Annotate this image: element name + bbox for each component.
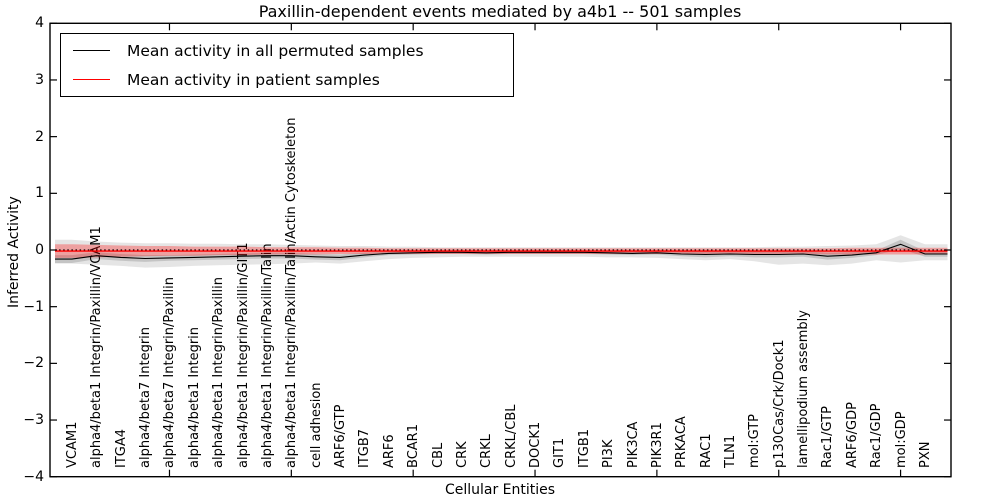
x-category-label: RAC1 bbox=[698, 433, 714, 468]
y-tick-label: 4 bbox=[35, 15, 44, 32]
x-category-label: alpha4/beta7 Integrin/Paxillin bbox=[162, 276, 178, 468]
x-category-label: TLN1 bbox=[722, 434, 738, 468]
x-category-label: cell adhesion bbox=[308, 382, 324, 468]
x-category-label: alpha4/beta1 Integrin/Paxillin/GIT1 bbox=[235, 242, 251, 468]
legend: Mean activity in all permuted samples Me… bbox=[60, 33, 514, 97]
y-tick-label: 3 bbox=[35, 71, 44, 88]
x-category-label: PIK3R1 bbox=[649, 422, 665, 468]
x-category-label: p130Cas/Crk/Dock1 bbox=[771, 339, 787, 468]
x-category-label: alpha4/beta1 Integrin bbox=[186, 326, 202, 468]
x-category-label: Rac1/GTP bbox=[820, 406, 836, 468]
x-category-label: PI3K bbox=[601, 439, 617, 468]
band-patient-range bbox=[55, 244, 948, 258]
y-tick-label: −1 bbox=[23, 298, 44, 315]
x-category-label: CBL bbox=[430, 442, 446, 468]
x-category-label: CRKL/CBL bbox=[503, 404, 519, 469]
legend-label-permuted: Mean activity in all permuted samples bbox=[127, 41, 424, 60]
x-category-label: CRK bbox=[454, 441, 470, 468]
x-category-label: alpha4/beta1 Integrin/Paxillin/Talin bbox=[259, 243, 275, 468]
patient-line-swatch bbox=[73, 79, 110, 80]
x-category-label: ARF6/GDP bbox=[844, 402, 860, 468]
x-category-label: GIT1 bbox=[552, 437, 568, 468]
x-category-label: ITGB7 bbox=[357, 428, 373, 468]
y-tick-label: −2 bbox=[23, 355, 44, 372]
y-tick-label: 1 bbox=[35, 185, 44, 202]
permuted-line-swatch bbox=[73, 50, 110, 51]
x-category-label: DOCK1 bbox=[528, 421, 544, 468]
x-category-label: ARF6/GTP bbox=[333, 404, 349, 468]
series-line-0 bbox=[55, 243, 948, 260]
y-tick-label: −4 bbox=[23, 468, 44, 485]
x-category-label: PRKACA bbox=[674, 416, 690, 468]
band-permuted-range-inner bbox=[55, 239, 948, 263]
y-tick-label: 2 bbox=[35, 128, 44, 145]
x-category-label: alpha4/beta1 Integrin/Paxillin/Talin/Act… bbox=[284, 117, 300, 468]
y-tick-label: 0 bbox=[35, 242, 44, 258]
x-category-label: ITGB1 bbox=[576, 428, 592, 468]
chart-title: Paxillin-dependent events mediated by a4… bbox=[258, 2, 742, 21]
legend-item-patient: Mean activity in patient samples bbox=[61, 65, 513, 94]
x-category-label: ARF6 bbox=[381, 434, 397, 468]
x-category-label: mol:GDP bbox=[893, 411, 909, 468]
x-category-label: alpha4/beta1 Integrin/Paxillin bbox=[211, 276, 227, 468]
x-category-label: VCAM1 bbox=[65, 421, 80, 468]
x-category-label: CRKL bbox=[479, 434, 495, 468]
x-category-label: alpha4/beta1 Integrin/Paxillin/VCAM1 bbox=[89, 226, 105, 468]
y-tick-label: −3 bbox=[23, 412, 44, 429]
x-category-label: PIK3CA bbox=[625, 421, 641, 468]
legend-item-permuted: Mean activity in all permuted samples bbox=[61, 36, 513, 65]
x-category-label: PXN bbox=[917, 441, 933, 468]
x-category-label: ITGA4 bbox=[113, 428, 129, 468]
x-category-label: mol:GTP bbox=[747, 414, 763, 468]
x-category-label: alpha4/beta7 Integrin bbox=[138, 326, 154, 468]
legend-label-patient: Mean activity in patient samples bbox=[127, 70, 380, 89]
x-axis-label: Cellular Entities bbox=[444, 482, 556, 498]
x-category-label: lamellipodium assembly bbox=[796, 310, 812, 468]
x-category-label: Rac1/GDP bbox=[869, 403, 885, 468]
x-category-label: BCAR1 bbox=[406, 424, 422, 468]
band-permuted-range-outer bbox=[55, 235, 948, 268]
